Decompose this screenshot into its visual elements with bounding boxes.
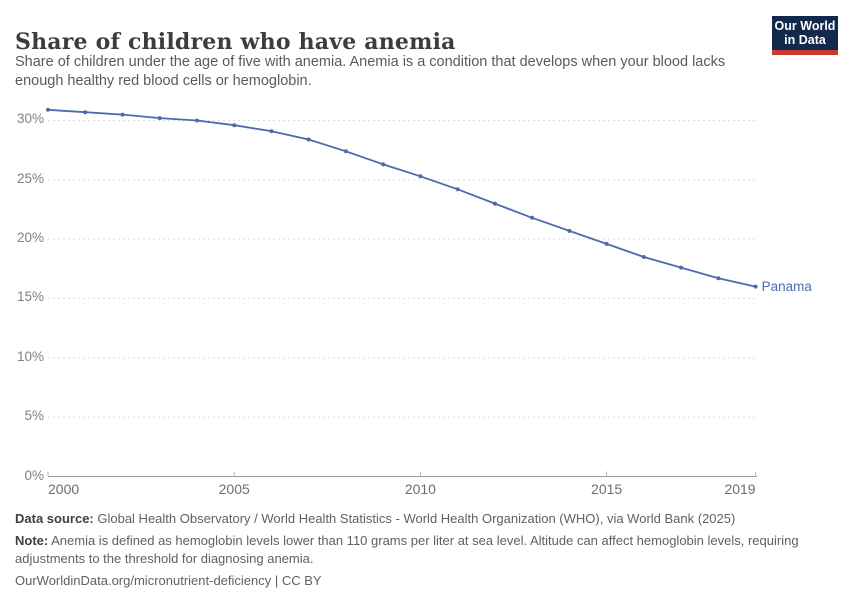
data-point[interactable] <box>157 116 162 121</box>
data-point[interactable] <box>381 162 386 167</box>
citation-link[interactable]: OurWorldinData.org/micronutrient-deficie… <box>15 572 322 588</box>
y-axis-tick-label: 25% <box>16 170 44 186</box>
owid-logo-text: Our World in Data <box>772 16 838 50</box>
data-point[interactable] <box>120 112 125 117</box>
data-source-text: Global Health Observatory / World Health… <box>93 511 736 526</box>
data-point[interactable] <box>530 215 535 220</box>
citation-line: OurWorldinData.org/micronutrient-deficie… <box>15 572 815 590</box>
data-point[interactable] <box>418 174 423 179</box>
note-text: Anemia is defined as hemoglobin levels l… <box>15 533 799 566</box>
data-point[interactable] <box>753 284 758 289</box>
chart-footer: Data source: Global Health Observatory /… <box>15 510 815 594</box>
data-point[interactable] <box>83 110 88 115</box>
series-label-panama[interactable]: Panama <box>761 278 812 294</box>
data-point[interactable] <box>679 265 684 270</box>
data-point[interactable] <box>306 137 311 142</box>
owid-logo[interactable]: Our World in Data <box>772 16 838 55</box>
data-point[interactable] <box>46 107 50 112</box>
y-axis-tick-label: 5% <box>24 408 44 424</box>
data-source-line: Data source: Global Health Observatory /… <box>15 510 815 528</box>
x-axis-tick-label: 2019 <box>724 481 756 497</box>
data-point[interactable] <box>567 228 572 233</box>
data-point[interactable] <box>604 241 609 246</box>
data-point[interactable] <box>716 276 721 281</box>
y-axis-tick-label: 15% <box>16 289 44 305</box>
data-point[interactable] <box>455 187 460 192</box>
y-axis-tick-label: 0% <box>24 467 44 483</box>
data-point[interactable] <box>343 149 348 154</box>
owid-logo-line2: in Data <box>784 33 826 47</box>
series-line-panama[interactable] <box>47 108 757 288</box>
x-axis-tick-label: 2005 <box>218 481 250 497</box>
x-axis-tick-label: 2010 <box>404 481 436 497</box>
y-axis-tick-label: 20% <box>16 230 44 246</box>
data-point[interactable] <box>641 255 646 259</box>
chart-subtitle: Share of children under the age of five … <box>15 54 726 89</box>
owid-logo-accent-bar <box>772 50 838 55</box>
data-point[interactable] <box>195 118 199 123</box>
data-point[interactable] <box>492 201 497 206</box>
x-axis-tick-label: 2000 <box>48 481 80 497</box>
note-line: Note: Anemia is defined as hemoglobin le… <box>15 532 815 567</box>
page-title: Share of children who have anemia <box>15 28 456 55</box>
note-label: Note: <box>15 533 49 548</box>
data-point[interactable] <box>269 129 274 134</box>
y-axis-tick-label: 30% <box>16 111 44 127</box>
data-source-label: Data source: <box>15 511 94 526</box>
x-axis-tick-label: 2015 <box>591 481 623 497</box>
owid-logo-line1: Our World <box>774 19 836 33</box>
data-point[interactable] <box>232 123 237 128</box>
y-axis-tick-label: 10% <box>16 348 44 364</box>
